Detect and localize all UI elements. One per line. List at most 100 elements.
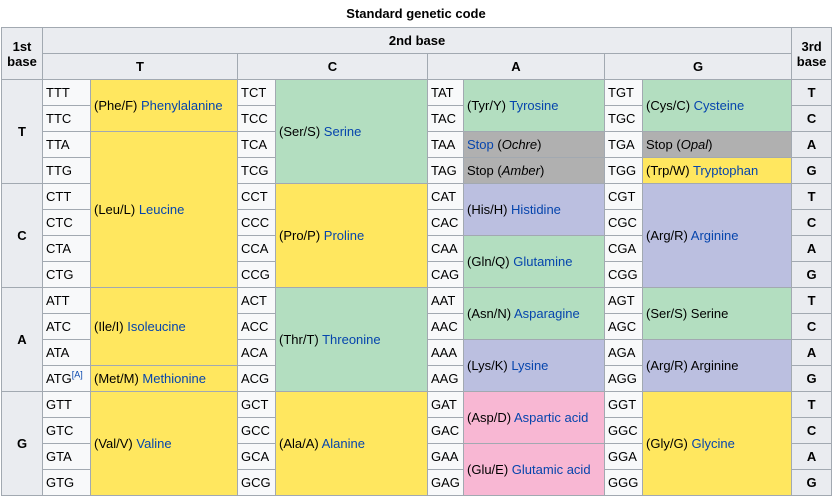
link-threonine[interactable]: Threonine <box>322 332 381 347</box>
amino-proline: (Pro/P) Proline <box>275 183 428 288</box>
link-alanine[interactable]: Alanine <box>321 436 365 451</box>
codon-cell-atg: ATG[A] <box>42 365 91 392</box>
codon-cell: AGG <box>604 365 643 392</box>
second-base-header: 2nd base <box>41 27 793 54</box>
link-phenylalanine[interactable]: Phenylalanine <box>140 98 223 113</box>
codon-cell: ACT <box>237 287 276 314</box>
link-proline[interactable]: Proline <box>323 228 365 243</box>
codon-cell: AAT <box>427 287 464 314</box>
codon-cell: GAG <box>427 469 464 496</box>
link-valine[interactable]: Valine <box>136 436 172 451</box>
third-base-cell: C <box>791 209 832 236</box>
codon-cell: CTT <box>42 183 91 210</box>
link-histidine[interactable]: Histidine <box>511 202 561 217</box>
codon-cell: GCT <box>237 391 276 418</box>
amino-serine: (Ser/S) Serine <box>275 79 428 184</box>
link-tryptophan[interactable]: Tryptophan <box>692 163 759 178</box>
link-methionine[interactable]: Methionine <box>142 371 206 386</box>
codon-cell: ATT <box>42 287 91 314</box>
amino-stop-amber: Stop (Amber) <box>463 157 605 184</box>
codon-cell: CCT <box>237 183 276 210</box>
codon-cell: TCG <box>237 157 276 184</box>
link-serine[interactable]: Serine <box>323 124 362 139</box>
codon-cell: AGT <box>604 287 643 314</box>
third-base-cell: T <box>791 183 832 210</box>
footnote-a-link[interactable]: [A] <box>71 369 83 380</box>
codon-cell: ATA <box>42 339 91 366</box>
third-base-cell: C <box>791 105 832 132</box>
codon-cell: TCC <box>237 105 276 132</box>
first-base-t: T <box>1 79 43 184</box>
third-base-cell: T <box>791 391 832 418</box>
codon-cell: CGA <box>604 235 643 262</box>
col-header-a: A <box>427 53 605 80</box>
link-cysteine[interactable]: Cysteine <box>693 98 745 113</box>
first-base-header: 1st base <box>1 27 43 80</box>
codon-cell: CGG <box>604 261 643 288</box>
amino-alanine: (Ala/A) Alanine <box>275 391 428 496</box>
codon-cell: TGA <box>604 131 643 158</box>
codon-cell: CCC <box>237 209 276 236</box>
col-header-g: G <box>603 53 793 80</box>
link-glycine[interactable]: Glycine <box>691 436 735 451</box>
codon-cell: CGC <box>604 209 643 236</box>
codon-cell: CAA <box>427 235 464 262</box>
codon-cell: TAT <box>427 79 464 106</box>
col-header-c: C <box>237 53 428 80</box>
codon-cell: TAC <box>427 105 464 132</box>
codon-cell: TTC <box>42 105 91 132</box>
third-base-cell: A <box>791 443 832 470</box>
codon-cell: GCA <box>237 443 276 470</box>
third-base-cell: G <box>791 157 832 184</box>
amino-tyrosine: (Tyr/Y) Tyrosine <box>463 79 605 132</box>
link-lysine[interactable]: Lysine <box>511 358 549 373</box>
codon-cell: CAG <box>427 261 464 288</box>
codon-cell: ACA <box>237 339 276 366</box>
codon-cell: TCT <box>237 79 276 106</box>
amino-isoleucine: (Ile/I) Isoleucine <box>90 287 238 366</box>
codon-cell: TAG <box>427 157 464 184</box>
third-base-cell: A <box>791 131 832 158</box>
link-glutamic-acid[interactable]: Glutamic acid <box>511 462 591 477</box>
link-glutamine[interactable]: Glutamine <box>513 254 573 269</box>
amino-glycine: (Gly/G) Glycine <box>641 391 793 496</box>
link-asparagine[interactable]: Asparagine <box>513 306 580 321</box>
codon-cell: GGC <box>604 417 643 444</box>
codon-cell: TTA <box>42 131 91 158</box>
first-base-c: C <box>1 183 43 288</box>
third-base-cell: A <box>791 339 832 366</box>
first-base-g: G <box>1 391 43 496</box>
third-base-cell: G <box>791 261 832 288</box>
codon-cell: ATC <box>42 313 91 340</box>
amino-asparagine: (Asn/N) Asparagine <box>463 287 605 340</box>
link-arginine[interactable]: Arginine <box>690 228 739 243</box>
third-base-cell: A <box>791 235 832 262</box>
amino-threonine: (Thr/T) Threonine <box>275 287 428 392</box>
codon-cell: AAG <box>427 365 464 392</box>
genetic-code-table: 1st base 2nd base 3rd base T C A G T TTT… <box>1 27 832 496</box>
codon-cell: CTA <box>42 235 91 262</box>
codon-cell: CCG <box>237 261 276 288</box>
link-aspartic-acid[interactable]: Aspartic acid <box>513 410 589 425</box>
codon-cell: GCC <box>237 417 276 444</box>
codon-cell: GAC <box>427 417 464 444</box>
amino-aspartic-acid: (Asp/D) Aspartic acid <box>463 391 605 444</box>
codon-cell: GTG <box>42 469 91 496</box>
amino-stop-ochre: Stop (Ochre) <box>463 131 605 158</box>
codon-cell: ACC <box>237 313 276 340</box>
codon-cell: CCA <box>237 235 276 262</box>
link-isoleucine[interactable]: Isoleucine <box>127 319 186 334</box>
link-leucine[interactable]: Leucine <box>138 202 185 217</box>
amino-cysteine: (Cys/C) Cysteine <box>641 79 793 132</box>
codon-cell: GAT <box>427 391 464 418</box>
col-header-t: T <box>42 53 238 80</box>
link-stop-ochre[interactable]: Stop <box>467 137 494 152</box>
codon-cell: CAC <box>427 209 464 236</box>
third-base-cell: G <box>791 365 832 392</box>
codon-cell: GGA <box>604 443 643 470</box>
codon-cell: CAT <box>427 183 464 210</box>
link-tyrosine[interactable]: Tyrosine <box>509 98 559 113</box>
amino-stop-opal: Stop (Opal) <box>641 131 793 158</box>
amino-lysine: (Lys/K) Lysine <box>463 339 605 392</box>
third-base-cell: G <box>791 469 832 496</box>
